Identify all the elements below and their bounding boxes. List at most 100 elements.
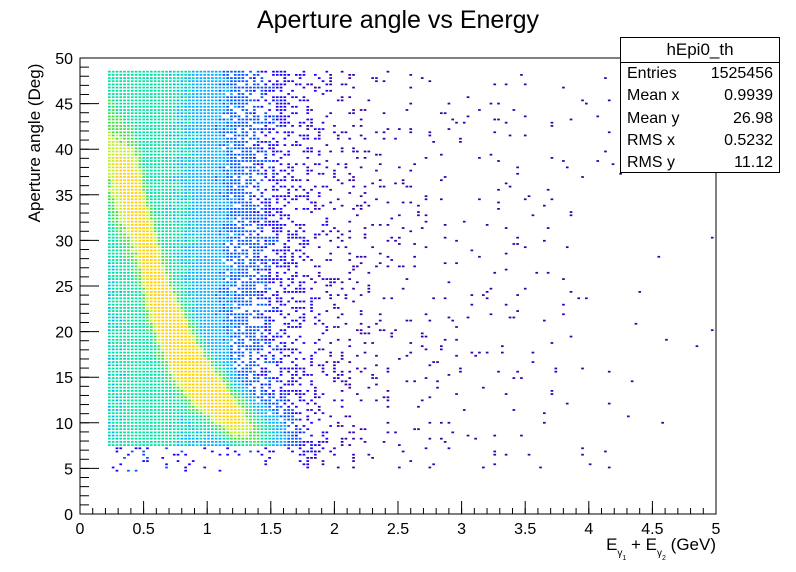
heatmap-cell (195, 102, 199, 105)
heatmap-cell (268, 386, 271, 389)
heatmap-cell (127, 246, 130, 249)
heatmap-cell (218, 96, 222, 99)
heatmap-cell (214, 383, 218, 386)
heatmap-cell (207, 310, 210, 312)
heatmap-cell (169, 169, 172, 172)
heatmap-cell (222, 383, 226, 386)
heatmap-cell (203, 399, 207, 402)
heatmap-cell (253, 243, 256, 245)
heatmap-cell (123, 188, 126, 191)
heatmap-cell (226, 412, 229, 415)
heatmap-cell (142, 255, 145, 258)
heatmap-cell (279, 259, 283, 261)
heatmap-cell (218, 105, 222, 108)
heatmap-cell (199, 112, 203, 115)
heatmap-cell (226, 179, 229, 182)
heatmap-cell (138, 415, 142, 418)
heatmap-cell (211, 335, 214, 338)
heatmap-cell (161, 444, 165, 446)
heatmap-cell (123, 437, 126, 440)
heatmap-cell (207, 361, 210, 363)
heatmap-cell (134, 278, 138, 280)
heatmap-cell (115, 399, 119, 402)
heatmap-cell (253, 160, 256, 162)
heatmap-cell (127, 425, 130, 427)
heatmap-cell (127, 361, 130, 363)
heatmap-cell (233, 383, 237, 386)
heatmap-cell (111, 204, 115, 207)
heatmap-cell (111, 259, 115, 261)
heatmap-cell (230, 418, 233, 421)
heatmap-cell (165, 281, 168, 284)
heatmap-cell (241, 351, 245, 354)
heatmap-cell (241, 160, 245, 162)
heatmap-cell (199, 259, 203, 261)
heatmap-cell (279, 255, 283, 258)
heatmap-cell (249, 284, 252, 287)
heatmap-cell (218, 201, 222, 204)
heatmap-cell (203, 294, 207, 296)
heatmap-cell (233, 249, 237, 252)
heatmap-cell (142, 160, 145, 162)
heatmap-cell (153, 342, 157, 344)
heatmap-cell (237, 313, 241, 316)
heatmap-cell (127, 220, 130, 223)
heatmap-cell (203, 220, 207, 223)
heatmap-cell (211, 281, 214, 284)
heatmap-cell (172, 437, 176, 440)
heatmap-cell (218, 409, 222, 411)
heatmap-cell (253, 342, 256, 344)
heatmap-cell (180, 281, 184, 284)
heatmap-cell (195, 220, 199, 223)
heatmap-cell (169, 380, 172, 383)
heatmap-cell (165, 236, 168, 239)
heatmap-cell (153, 374, 157, 376)
heatmap-cell (150, 386, 153, 389)
heatmap-cell (184, 294, 187, 296)
heatmap-cell (214, 329, 218, 332)
heatmap-cell (218, 131, 222, 134)
heatmap-cell (249, 118, 252, 121)
heatmap-cell (203, 137, 207, 140)
heatmap-cell (142, 214, 145, 217)
heatmap-cell (115, 89, 119, 92)
heatmap-cell (130, 166, 134, 169)
heatmap-cell (207, 153, 210, 156)
heatmap-cell (161, 412, 165, 415)
heatmap-cell (272, 335, 275, 338)
heatmap-cell (279, 74, 283, 76)
heatmap-cell (264, 412, 268, 415)
heatmap-cell (279, 313, 283, 316)
heatmap-cell (138, 93, 142, 95)
heatmap-cell (249, 176, 252, 178)
heatmap-cell (203, 96, 207, 99)
heatmap-cell (211, 399, 214, 402)
heatmap-cell (150, 329, 153, 332)
heatmap-cell (150, 102, 153, 105)
heatmap-cell (256, 198, 260, 201)
heatmap-cell (256, 294, 260, 296)
heatmap-cell (161, 166, 165, 169)
heatmap-cell (138, 214, 142, 217)
heatmap-cell (207, 259, 210, 261)
heatmap-cell (253, 83, 256, 86)
heatmap-cell (176, 201, 180, 204)
heatmap-cell (260, 303, 264, 306)
heatmap-cell (165, 179, 168, 182)
heatmap-cell (272, 450, 275, 453)
heatmap-cell (245, 265, 249, 268)
heatmap-cell (172, 313, 176, 316)
heatmap-cell (138, 80, 142, 83)
heatmap-cell (253, 284, 256, 287)
heatmap-cell (165, 275, 168, 277)
heatmap-cell (127, 233, 130, 236)
heatmap-cell (256, 271, 260, 274)
heatmap-cell (134, 415, 138, 418)
heatmap-cell (146, 361, 149, 363)
heatmap-cell (272, 224, 275, 226)
heatmap-cell (253, 115, 256, 118)
heatmap-cell (272, 195, 275, 198)
heatmap-cell (233, 160, 237, 162)
heatmap-cell (188, 182, 191, 185)
heatmap-cell (169, 70, 172, 73)
